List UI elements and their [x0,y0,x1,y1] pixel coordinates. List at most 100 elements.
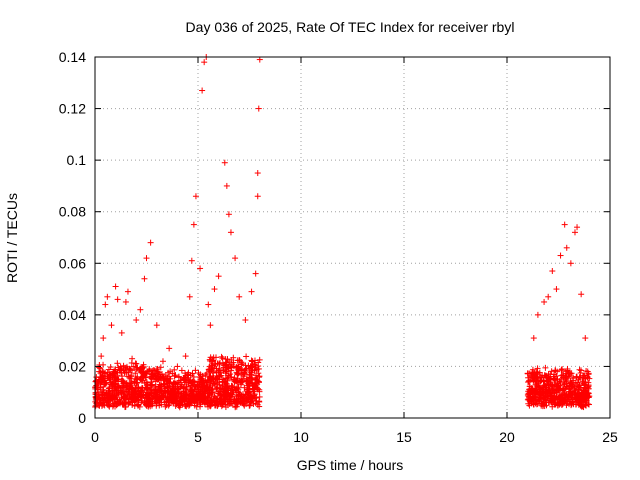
roti-point [237,381,244,388]
roti-point [225,211,232,218]
roti-point [238,392,245,399]
roti-point [198,375,205,382]
roti-point [109,403,116,410]
x-axis-label: GPS time / hours [297,457,404,473]
roti-point [550,373,557,380]
roti-point [256,56,263,63]
roti-point [124,365,131,372]
roti-point [185,400,192,407]
roti-point [255,105,262,112]
roti-point [191,385,198,392]
plot-frame [94,56,611,419]
roti-point [134,379,141,386]
roti-point [541,399,548,406]
roti-point [206,397,213,404]
roti-point [219,376,226,383]
roti-point [223,392,230,399]
roti-point [559,365,566,372]
roti-point [553,286,560,293]
roti-point [141,275,148,282]
roti-point [537,385,544,392]
roti-point [203,385,210,392]
roti-point [109,380,116,387]
roti-point [164,384,171,391]
roti-point [148,375,155,382]
roti-point [585,382,592,389]
x-tick-label: 25 [602,429,618,445]
roti-point [114,369,121,376]
roti-point [148,389,155,396]
roti-point [131,402,138,409]
roti-point [158,401,165,408]
roti-point [526,396,533,403]
roti-point [252,361,259,368]
roti-point [555,394,562,401]
roti-point [549,268,556,275]
roti-point [578,291,585,298]
roti-point [121,400,128,407]
roti-point [147,396,154,403]
roti-point [582,385,589,392]
roti-point [175,386,182,393]
roti-point [554,376,561,383]
roti-point [141,387,148,394]
y-tick-label: 0.08 [59,204,86,220]
roti-point [534,375,541,382]
roti-point [169,370,176,377]
roti-point [249,367,256,374]
roti-point [133,317,140,324]
roti-point [103,389,110,396]
x-tick-label: 15 [396,429,412,445]
roti-point [241,370,248,377]
roti-point [542,373,549,380]
roti-point [154,368,161,375]
roti-point [545,370,552,377]
roti-point [246,402,253,409]
roti-point [182,370,189,377]
roti-point [143,255,150,262]
roti-point [558,372,565,379]
roti-point [163,398,170,405]
roti-point [546,389,553,396]
scatter-points [92,54,593,411]
roti-point [102,301,109,308]
roti-point [238,361,245,368]
roti-point [234,385,241,392]
roti-point [172,391,179,398]
roti-point [584,373,591,380]
roti-point [132,360,139,367]
y-tick-label: 0.04 [59,307,86,323]
x-tick-label: 5 [194,429,202,445]
roti-point [114,296,121,303]
roti-point [172,402,179,409]
roti-point [126,374,133,381]
roti-point [568,388,575,395]
roti-point [227,393,234,400]
roti-point [574,224,581,231]
roti-point [560,397,567,404]
roti-point [201,59,208,66]
roti-point [117,387,124,394]
roti-point [140,369,147,376]
roti-point [212,354,219,361]
roti-point [176,374,183,381]
roti-point [169,397,176,404]
roti-point [228,400,235,407]
roti-point [256,356,263,363]
axis-ticks: 0 0.02 0.04 0.06 0.08 0.1 0.12 0.14 0 5 10 15 20 25 [59,49,618,445]
roti-point [561,380,568,387]
chart-title: Day 036 of 2025, Rate Of TEC Index for r… [186,19,515,35]
roti-point [256,393,263,400]
roti-point [530,401,537,408]
roti-point [227,374,234,381]
roti-point [174,380,181,387]
roti-point [576,366,583,373]
y-tick-label: 0.02 [59,358,86,374]
roti-point [155,376,162,383]
roti-point [542,364,549,371]
roti-point [227,229,234,236]
roti-point [129,367,136,374]
roti-point [169,385,176,392]
roti-point [98,353,105,360]
roti-point [243,353,250,360]
